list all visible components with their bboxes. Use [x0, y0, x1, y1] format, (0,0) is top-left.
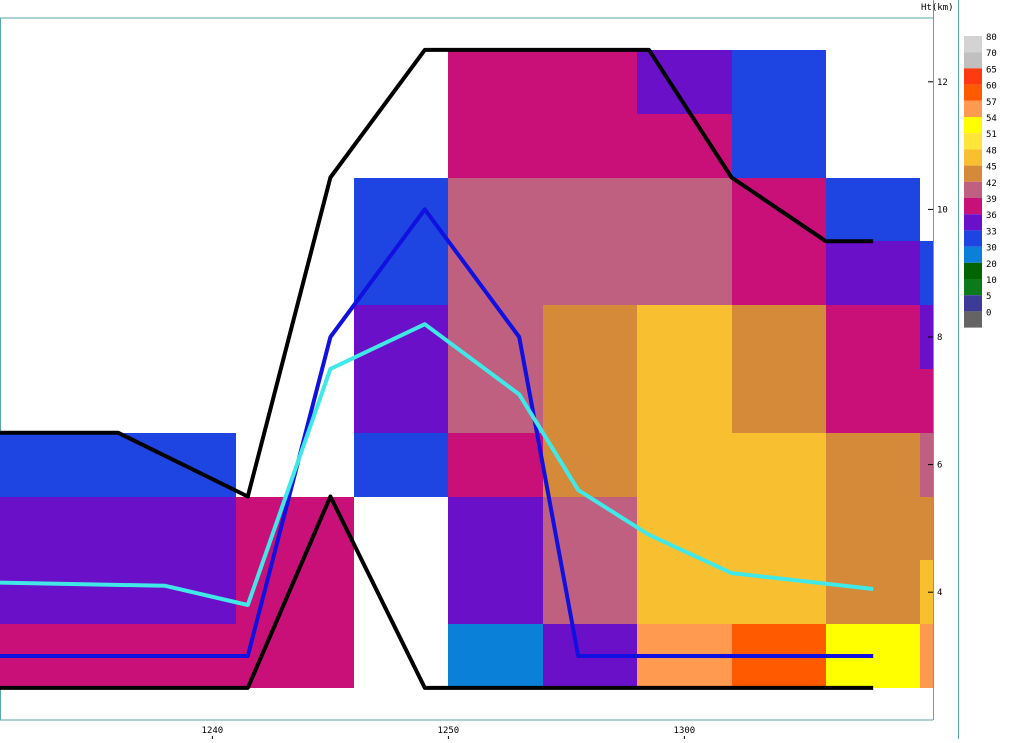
legend-label: 39: [986, 195, 997, 205]
reflectivity-cell: [354, 433, 448, 497]
reflectivity-cell: [637, 178, 732, 305]
x-tick-label: 1240: [202, 726, 224, 736]
reflectivity-cell: [448, 497, 543, 624]
reflectivity-cell: [826, 305, 920, 433]
legend-label: 48: [986, 146, 997, 156]
x-tick-label: 1250: [438, 726, 460, 736]
reflectivity-cell: [920, 305, 933, 369]
legend-label: 33: [986, 227, 997, 237]
reflectivity-cell: [920, 433, 933, 497]
legend-swatch: [964, 214, 982, 231]
legend-label: 45: [986, 163, 997, 173]
legend-swatch: [964, 279, 982, 296]
reflectivity-cell: [732, 50, 826, 178]
series-line-3: [0, 207, 874, 658]
reflectivity-cell: [826, 433, 920, 624]
reflectivity-cell: [920, 497, 933, 560]
legend-label: 5: [986, 292, 991, 302]
legend-label: 57: [986, 98, 997, 108]
reflectivity-cell: [448, 433, 543, 497]
series-lines: [0, 47, 874, 690]
reflectivity-cell: [543, 305, 637, 497]
legend-label: 65: [986, 65, 997, 75]
legend-label: 54: [986, 114, 997, 124]
reflectivity-cell: [637, 305, 732, 624]
legend-label: 0: [986, 308, 991, 318]
legend-swatch: [964, 133, 982, 150]
reflectivity-cell: [0, 433, 118, 497]
legend-swatch: [964, 117, 982, 134]
reflectivity-cell: [448, 50, 543, 178]
legend-swatch: [964, 149, 982, 166]
reflectivity-cell: [0, 497, 118, 624]
plot-frame-layer: [0, 0, 959, 739]
series-line-2: [0, 494, 874, 690]
reflectivity-cell: [920, 369, 933, 433]
x-tick-label: 1300: [674, 726, 696, 736]
legend-label: 20: [986, 260, 997, 270]
reflectivity-cell: [826, 241, 920, 305]
series-line-1: [0, 47, 874, 499]
legend-swatch: [964, 68, 982, 85]
legend-swatch: [964, 230, 982, 247]
reflectivity-cell: [637, 114, 732, 178]
legend-swatch: [964, 311, 982, 328]
legend-label: 30: [986, 244, 997, 254]
reflectivity-cell: [543, 50, 637, 178]
y-tick-label: 4: [937, 588, 942, 598]
reflectivity-cell: [543, 178, 637, 305]
reflectivity-cell: [118, 497, 236, 624]
y-tick-label: 8: [937, 333, 942, 343]
legend-label: 36: [986, 211, 997, 221]
legend-swatch: [964, 52, 982, 69]
reflectivity-cell: [236, 497, 354, 688]
legend-swatch: [964, 295, 982, 312]
legend-label: 42: [986, 179, 997, 189]
legend-swatch: [964, 84, 982, 101]
series-line-4: [0, 322, 874, 607]
y-tick-label: 10: [937, 205, 948, 215]
reflectivity-cell: [448, 624, 543, 688]
legend-swatch: [964, 165, 982, 182]
legend-swatch: [964, 100, 982, 117]
y-tick-label: 6: [937, 461, 942, 471]
legend-label: 70: [986, 49, 997, 59]
y-tick-label: 12: [937, 78, 948, 88]
reflectivity-cell: [732, 433, 826, 624]
reflectivity-cell: [354, 305, 448, 433]
legend-swatch: [964, 198, 982, 215]
reflectivity-cell: [920, 241, 933, 305]
reflectivity-cell: [732, 178, 826, 305]
reflectivity-cell: [920, 624, 933, 688]
reflectivity-cell: [732, 305, 826, 433]
color-legend: 80 70 65 60 57 54 51 48 45 42 39 36 33 30 20 10 5 0: [964, 33, 997, 328]
legend-swatch: [964, 36, 982, 53]
legend-label: 51: [986, 130, 997, 140]
legend-label: 80: [986, 33, 997, 43]
axes: Ht(km) 4 6 8 10 12 1240 1250 1300: [202, 3, 954, 739]
legend-swatch: [964, 262, 982, 279]
reflectivity-cell: [920, 560, 933, 624]
reflectivity-cell: [826, 178, 920, 241]
legend-label: 60: [986, 82, 997, 92]
legend-swatch: [964, 246, 982, 263]
reflectivity-cells: [0, 50, 933, 688]
legend-label: 10: [986, 276, 997, 286]
legend-swatch: [964, 181, 982, 198]
y-axis-label: Ht(km): [921, 3, 954, 13]
